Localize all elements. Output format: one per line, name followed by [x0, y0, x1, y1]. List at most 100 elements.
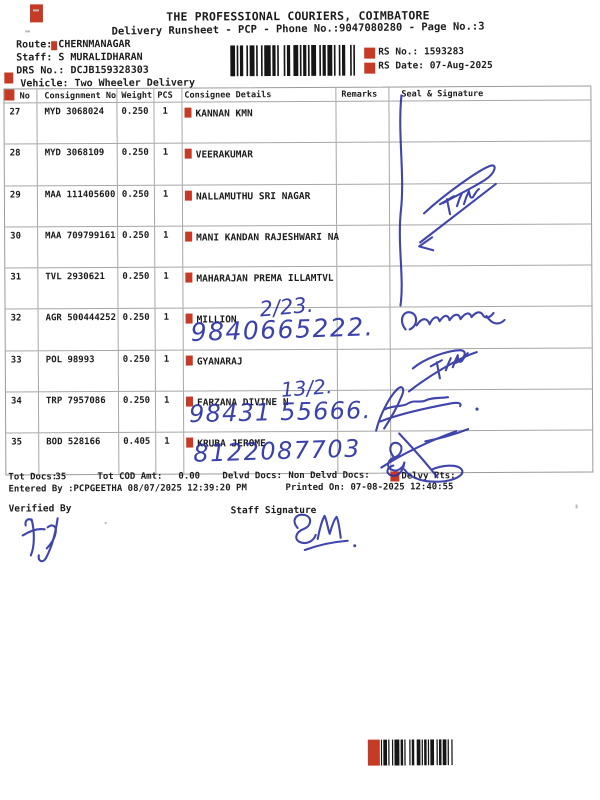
consignee-name: GYANARAJ: [196, 356, 243, 368]
consignee-name: MAHARAJAN PREMA ILLAMTVL: [196, 273, 334, 285]
red-marker-icon: [367, 739, 380, 766]
cell-remarks: [336, 142, 390, 184]
cell-s-no: 28: [4, 144, 38, 186]
cell-consignee-details: MANI KANDAN RAJESHWARI NA: [183, 225, 340, 267]
cell-weight: 0.250: [117, 102, 155, 144]
cell-weight: 0.250: [118, 391, 157, 433]
col-header-weight: Weight: [117, 88, 155, 102]
tot-cod-value: 0.00: [178, 471, 201, 482]
cell-s-no: 31: [5, 268, 39, 310]
staff-line: Staff: S MURALIDHARAN: [16, 51, 143, 64]
cell-seal-signature: [389, 100, 588, 141]
red-marker-icon: [364, 47, 376, 59]
cell-remarks: [336, 101, 390, 143]
cell-pcs: 1: [154, 143, 183, 185]
red-marker-icon: [185, 231, 193, 242]
cell-seal-signature: [390, 224, 589, 265]
cell-s-no: 35: [6, 433, 40, 475]
red-marker-icon: [184, 148, 192, 159]
cell-seal-signature: [391, 431, 590, 472]
cell-s-no: 34: [5, 392, 40, 433]
red-marker-icon: [184, 190, 192, 201]
cell-s-no: 27: [4, 103, 38, 144]
cell-seal-signature: [391, 390, 590, 431]
cell-pcs: 1: [154, 102, 183, 144]
verified-by-signature-icon: [21, 517, 59, 563]
col-header-remarks: Remarks: [336, 87, 390, 101]
cell-weight: 0.250: [117, 185, 156, 226]
cell-pcs: 1: [155, 267, 184, 309]
tot-docs-value: 35: [55, 472, 67, 483]
cell-s-no: 30: [5, 227, 39, 268]
cell-consignment-no: TRP 7957086: [38, 392, 120, 433]
cell-consignment-no: MAA 709799161: [38, 226, 119, 268]
cell-pcs: 1: [156, 432, 185, 474]
table-row: 29 MAA 111405600 0.250 1 NALLAMUTHU SRI …: [4, 182, 592, 227]
col-header-consignment: Consignment No: [37, 88, 118, 103]
cell-pcs: 1: [155, 391, 185, 433]
cell-weight: 0.405: [119, 433, 157, 474]
cell-consignment-no: POL 98993: [38, 350, 119, 392]
cell-consignee-details: KANNAN KMN: [182, 101, 337, 143]
cell-remarks: [337, 349, 391, 390]
consignee-name: NALLAMUTHU SRI NAGAR: [195, 190, 311, 203]
consignee-name: MANI KANDAN RAJESHWARI NA: [196, 231, 340, 244]
rs-date-value: 07-Aug-2025: [429, 59, 493, 72]
delvd-docs-label: Delvd Docs:: [222, 471, 283, 482]
red-marker-icon: [185, 272, 193, 283]
cell-consignment-no: AGR 500444252: [38, 309, 119, 351]
cell-s-no: 29: [4, 185, 39, 227]
cell-remarks: [337, 266, 391, 308]
staff-signature-label: Staff Signature: [230, 504, 317, 517]
rs-no-line: RS No.: 1593283: [378, 46, 465, 58]
table-row: 30 MAA 709799161 0.250 1 MANI KANDAN RAJ…: [5, 223, 592, 268]
rs-date-line: RS Date: 07-Aug-2025: [378, 59, 493, 72]
cell-weight: 0.250: [118, 309, 156, 350]
cell-consignment-no: MYD 3068109: [37, 144, 118, 185]
rs-no-value: 1593283: [423, 46, 465, 58]
cell-consignee-details: VEERAKUMAR: [182, 143, 337, 185]
route-line: Route: CHERNMANAGAR: [16, 38, 131, 51]
tot-cod-label: Tot COD Amt:: [97, 471, 163, 483]
handwritten-phone-row35: 8122087703: [192, 434, 362, 468]
consignee-name: KANNAN KMN: [195, 108, 253, 120]
handwritten-phone-row32: 9840665222.: [190, 312, 375, 347]
cell-remarks: [336, 184, 391, 225]
cell-weight: 0.250: [118, 267, 156, 309]
cell-seal-signature: [390, 142, 589, 183]
drs-value: DCJB159328303: [70, 64, 149, 77]
cell-s-no: 32: [5, 309, 39, 351]
scan-speck: [104, 522, 107, 525]
red-marker-icon: [364, 62, 376, 74]
cell-s-no: 33: [5, 351, 39, 392]
staff-signature-icon: [293, 513, 357, 552]
cell-seal-signature: [390, 266, 589, 307]
col-header-pcs: PCS: [154, 88, 183, 102]
cell-seal-signature: [391, 307, 590, 348]
cell-pcs: 1: [155, 350, 184, 391]
red-marker-icon: [4, 89, 15, 101]
cell-consignee-details: NALLAMUTHU SRI NAGAR: [182, 184, 338, 226]
red-marker-icon: [51, 41, 58, 51]
cell-consignment-no: MAA 111405600: [37, 185, 119, 227]
cell-weight: 0.250: [118, 350, 156, 392]
handwritten-phone-row34: 98431 55666.: [188, 396, 372, 429]
cell-pcs: 1: [155, 309, 184, 350]
cell-consignment-no: BOD 528166: [39, 433, 120, 475]
cell-seal-signature: [391, 348, 590, 389]
cell-weight: 0.250: [117, 144, 155, 185]
staff-value: S MURALIDHARAN: [58, 51, 143, 64]
entered-by-line: Entered By :PCPGEETHA 08/07/2025 12:39:2…: [8, 483, 247, 495]
scan-speck: [32, 9, 39, 12]
red-marker-icon: [4, 72, 14, 84]
consignee-name: VEERAKUMAR: [195, 149, 253, 161]
cell-weight: 0.250: [118, 226, 156, 268]
cell-remarks: [337, 225, 391, 266]
route-value: CHERNMANAGAR: [58, 38, 131, 51]
rs-barcode: [230, 44, 356, 77]
tot-docs-label: Tot Docs:: [8, 472, 58, 483]
cell-seal-signature: [390, 183, 589, 224]
non-delvd-docs-label: Non Delvd Docs:: [288, 470, 370, 482]
cell-pcs: 1: [155, 226, 184, 267]
